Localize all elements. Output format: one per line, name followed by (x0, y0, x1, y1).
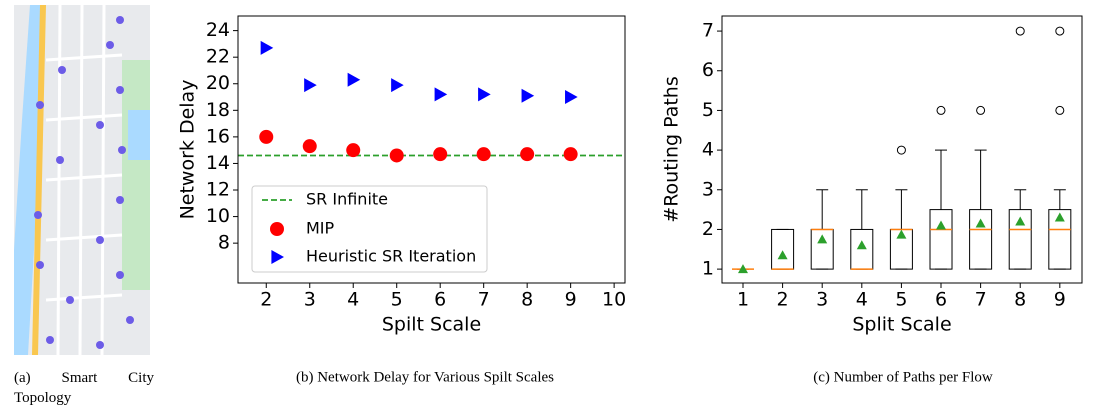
y-axis-label: #Routing Paths (661, 76, 683, 222)
x-tick-label: 10 (602, 289, 626, 311)
x-tick-label: 3 (304, 289, 316, 311)
point (261, 41, 274, 55)
mean (936, 220, 946, 229)
caption: (c) Number of Paths per Flow (813, 369, 993, 385)
y-tick-label: 16 (206, 125, 230, 147)
caption: (b) Network Delay for Various Spilt Scal… (296, 369, 554, 385)
mean (778, 250, 788, 259)
point (259, 130, 273, 144)
y-axis-label: Network Delay (177, 80, 199, 220)
x-tick-label: 9 (1054, 289, 1066, 311)
x-tick-label: 2 (260, 289, 272, 311)
x-tick-label: 3 (816, 289, 828, 311)
mean (817, 234, 827, 243)
point (304, 78, 317, 92)
y-tick-label: 1 (702, 258, 714, 280)
y-tick-label: 22 (206, 46, 230, 68)
caption: (a) Smart City Topology (14, 368, 154, 408)
box (930, 210, 952, 270)
y-tick-label: 6 (702, 59, 714, 81)
x-tick-label: 1 (737, 289, 749, 311)
y-tick-label: 14 (206, 152, 230, 174)
x-tick-label: 8 (521, 289, 533, 311)
y-tick-label: 4 (702, 139, 714, 161)
x-tick-label: 2 (777, 289, 789, 311)
x-tick-label: 4 (347, 289, 359, 311)
x-tick-label: 4 (856, 289, 868, 311)
legend-label: Heuristic SR Iteration (306, 247, 476, 266)
legend-label: SR Infinite (306, 190, 388, 209)
x-tick-label: 5 (391, 289, 403, 311)
x-tick-label: 7 (975, 289, 987, 311)
point (435, 87, 448, 101)
y-tick-label: 20 (206, 72, 230, 94)
point (477, 147, 491, 161)
y-tick-label: 10 (206, 205, 230, 227)
point (433, 147, 447, 161)
x-axis-label: Split Scale (852, 314, 951, 336)
x-axis-label: Spilt Scale (382, 314, 481, 336)
y-tick-label: 24 (206, 19, 230, 41)
point (390, 148, 404, 162)
figure: 234567891081012141618202224Spilt ScaleNe… (0, 0, 1112, 416)
x-tick-label: 9 (565, 289, 577, 311)
y-tick-label: 12 (206, 179, 230, 201)
point (478, 87, 491, 101)
mean (976, 218, 986, 227)
y-tick-label: 2 (702, 218, 714, 240)
point (520, 147, 534, 161)
x-tick-label: 7 (478, 289, 490, 311)
outlier (1056, 106, 1064, 114)
x-tick-label: 6 (434, 289, 446, 311)
x-tick-label: 5 (895, 289, 907, 311)
y-tick-label: 8 (218, 232, 230, 254)
y-tick-label: 18 (206, 99, 230, 121)
x-tick-label: 8 (1014, 289, 1026, 311)
y-tick-label: 7 (702, 20, 714, 42)
x-tick-label: 6 (935, 289, 947, 311)
chart: 234567891081012141618202224Spilt ScaleNe… (0, 0, 1112, 416)
mean (1015, 217, 1025, 226)
point (303, 139, 317, 153)
outlier (1056, 27, 1064, 35)
y-tick-label: 3 (702, 178, 714, 200)
outlier (977, 106, 985, 114)
map-lake (128, 110, 150, 160)
outlier (1016, 27, 1024, 35)
outlier (937, 106, 945, 114)
mean (896, 230, 906, 239)
outlier (897, 146, 905, 154)
legend-label: MIP (306, 219, 335, 238)
mean (857, 240, 867, 249)
map-park (122, 60, 150, 290)
point (565, 90, 578, 104)
map-image (14, 5, 150, 355)
point (391, 78, 404, 92)
mean (1055, 213, 1065, 222)
axes-frame (722, 16, 1082, 283)
box (772, 229, 794, 269)
point (522, 89, 535, 103)
point (346, 143, 360, 157)
legend-swatch (270, 222, 284, 236)
point (564, 147, 578, 161)
point (348, 73, 361, 87)
y-tick-label: 5 (702, 99, 714, 121)
